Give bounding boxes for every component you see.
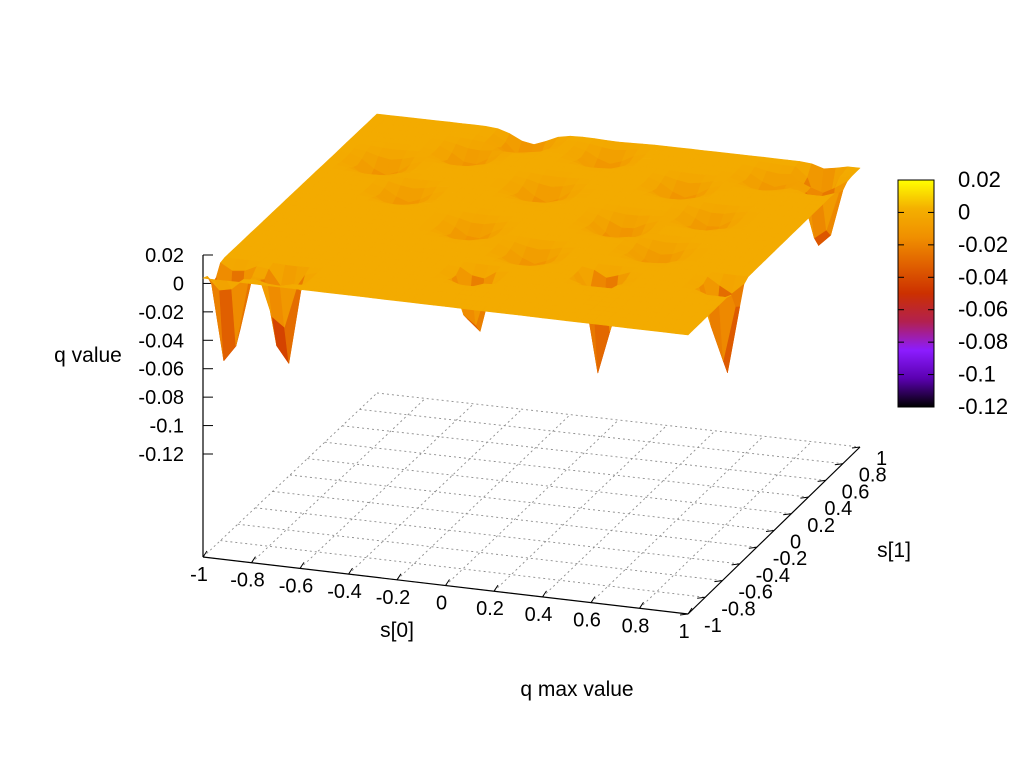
surface-mesh [202,113,861,374]
x-tick-mark [251,556,256,563]
y-tick-label: -0.2 [773,548,807,570]
x-tick-label: -0.8 [230,570,264,592]
x-tick-mark [299,562,305,569]
x-tick-label: -0.4 [327,581,361,603]
y-tick-mark [783,513,792,516]
y-tick-label: -0.4 [756,565,790,587]
grid-line-y [289,474,775,531]
x-tick-label: 0.6 [573,610,601,632]
grid-line-x [493,425,668,592]
z-tick-label: -0.02 [138,302,184,324]
z-axis-label: q value [54,344,122,367]
z-tick-label: -0.1 [150,416,184,438]
colorbar-tick-label: -0.02 [958,232,1008,257]
y-tick-label: -0.6 [738,582,772,604]
x-axis-label: s[0] [380,619,414,642]
grid-line-x [251,398,426,564]
x-tick-label: -0.2 [376,587,410,609]
y-tick-mark [800,496,809,499]
colorbar-tick-label: -0.04 [958,264,1008,289]
y-tick-label: 0 [790,532,801,554]
y-axis-label: s[1] [877,539,911,562]
colorbar-tick-label: -0.12 [958,394,1008,419]
x-tick-label: 0.8 [622,615,650,637]
grid-line-x [396,414,571,581]
x-tick-mark [348,567,353,575]
colorbar-tick-label: -0.1 [958,362,996,387]
y-tick-label: -0.8 [721,598,755,620]
z-axis: 0.02 0 -0.02 -0.04 -0.06 -0.08 -0.1 -0.12 [138,245,213,557]
y-tick-mark [817,479,826,482]
grid-line-y [220,540,706,598]
y-tick-label: 0.4 [824,498,852,520]
y-axis-ticks: -1-0.8-0.6-0.4-0.20 0.20.40.60.81 [679,446,887,637]
z-tick-label: -0.08 [138,387,184,409]
grid-line-y [272,490,757,548]
grid-line-x [445,419,619,586]
grid-line-y [359,408,843,465]
y-tick-label: 0.8 [859,465,887,487]
y-tick-mark [731,563,740,566]
z-tick-label: -0.12 [138,444,184,466]
x-tick-mark [639,602,644,609]
colorbar-ticks: 0.02 0 -0.02 -0.04 -0.06 -0.08 -0.1 -0.12 [898,167,1008,419]
colorbar-tick-label: -0.08 [958,329,1008,354]
grid-line-y [342,425,826,481]
x-tick-label: -1 [190,564,208,586]
x-tick-label: 1 [678,621,689,643]
colorbar: 0.02 0 -0.02 -0.04 -0.06 -0.08 -0.1 -0.12 [897,167,1008,419]
grid-line-y [324,441,809,498]
y-tick-label: 1 [876,448,887,470]
x-tick-label: -0.6 [279,575,313,597]
y-tick-mark [748,546,757,549]
grid-line-y [307,458,792,515]
colorbar-tick-label: 0 [958,199,970,224]
grid-line-x [299,403,474,569]
base-grid [202,392,861,615]
x-tick-mark [542,590,547,598]
z-tick-label: -0.06 [138,359,184,381]
x-tick-mark [396,573,402,581]
grid-line-x [590,435,764,603]
z-tick-label: -0.04 [138,330,184,352]
colorbar-tick-label: 0.02 [958,167,1001,192]
x-tick-mark [687,607,693,615]
x-axis-ticks: -1 -0.8 -0.6 -0.4 -0.2 0 0.2 0.4 0.6 0.8 1 [190,550,693,643]
chart-title: q max value [520,678,633,701]
y-tick-mark [714,580,723,583]
x-tick-mark [493,584,499,592]
y-tick-mark [697,596,706,599]
z-tick-label: 0 [173,273,184,295]
surface-cell [675,329,693,336]
colorbar-gradient [897,179,935,408]
y-tick-label: 0.6 [842,481,870,503]
y-tick-label: -1 [704,615,722,637]
x-tick-label: 0 [436,593,447,615]
colorbar-tick-label: -0.06 [958,297,1008,322]
y-tick-mark [851,446,861,449]
grid-line-y [376,392,861,448]
y-tick-label: 0.2 [807,515,835,537]
y-tick-mark [765,530,775,532]
x-tick-label: 0.4 [525,604,553,626]
grid-line-y [255,507,740,565]
y-tick-mark [679,613,689,616]
x-tick-mark [590,596,596,603]
z-tick-label: 0.02 [145,245,184,267]
y-tick-mark [834,463,843,466]
x-tick-mark [445,579,450,586]
x-tick-mark [202,550,208,558]
x-tick-label: 0.2 [476,598,504,620]
grid-line-y [237,523,723,582]
